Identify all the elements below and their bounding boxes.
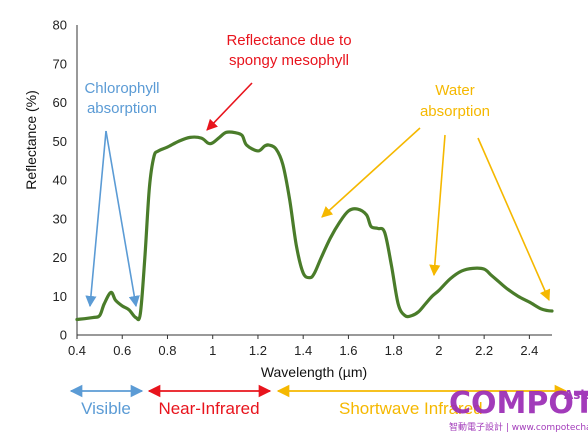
y-tick-labels: 0 10 20 30 40 50 60 70 80 (53, 18, 67, 343)
x-tick-label: 1.4 (294, 343, 312, 358)
compotech-watermark: COMPOTECH Asia 智動電子設計 | www.compotechasi… (449, 386, 588, 433)
x-tick-labels: 0.4 0.6 0.8 1 1.2 1.4 1.6 1.8 2 2.2 2.4 (68, 335, 538, 358)
y-tick-label: 20 (53, 250, 67, 265)
chlorophyll-arrow-left (85, 130, 107, 308)
chlorophyll-arrow-right (105, 130, 140, 308)
x-tick-label: 0.6 (113, 343, 131, 358)
x-tick-label: 1 (209, 343, 216, 358)
y-tick-label: 50 (53, 134, 67, 149)
water-arrow-middle (429, 134, 446, 277)
x-tick-label: 2.4 (520, 343, 538, 358)
band-visible-label: Visible (81, 399, 131, 418)
series-layer (75, 130, 554, 322)
chlorophyll-label-line2: absorption (87, 100, 157, 117)
x-tick-label: 1.8 (385, 343, 403, 358)
mesophyll-annotation: Reflectance due to spongy mesophyll (206, 32, 352, 131)
mesophyll-label-line2: spongy mesophyll (229, 52, 349, 69)
watermark-brand: COMPOTECH (449, 386, 588, 421)
band-visible: Visible (69, 384, 144, 418)
x-tick-label: 0.4 (68, 343, 86, 358)
mesophyll-label-line1: Reflectance due to (226, 32, 351, 49)
watermark-subline: 智動電子設計 | www.compotechasia.com (449, 421, 588, 433)
x-tick-label: 2.2 (475, 343, 493, 358)
x-tick-label: 0.8 (158, 343, 176, 358)
water-annotation: Water absorption (321, 82, 551, 302)
water-arrow-left (321, 127, 421, 218)
y-tick-label: 30 (53, 211, 67, 226)
x-axis-title: Wavelength (µm) (261, 364, 367, 380)
reflectance-series-line (75, 130, 554, 322)
y-tick-label: 60 (53, 95, 67, 110)
y-tick-label: 10 (53, 289, 67, 304)
band-nir-label: Near-Infrared (158, 399, 259, 418)
y-tick-label: 70 (53, 56, 67, 71)
y-tick-label: 0 (60, 328, 67, 343)
water-label-line2: absorption (420, 103, 490, 120)
band-swir-label: Shortwave Infrared (339, 399, 483, 418)
x-tick-label: 1.2 (249, 343, 267, 358)
mesophyll-arrow (206, 82, 253, 131)
watermark-suffix: Asia (564, 388, 588, 402)
water-arrow-right (477, 137, 551, 302)
band-shortwave-infrared: Shortwave Infrared (276, 384, 568, 418)
chlorophyll-annotation: Chlorophyll absorption (84, 80, 160, 308)
y-axis-title: Reflectance (%) (23, 90, 39, 190)
axes (76, 25, 552, 336)
y-tick-label: 80 (53, 18, 67, 33)
x-tick-label: 2 (435, 343, 442, 358)
water-label-line1: Water (435, 82, 474, 99)
band-near-infrared: Near-Infrared (147, 384, 272, 418)
chlorophyll-label-line1: Chlorophyll (84, 80, 159, 97)
x-tick-label: 1.6 (339, 343, 357, 358)
y-tick-label: 40 (53, 173, 67, 188)
